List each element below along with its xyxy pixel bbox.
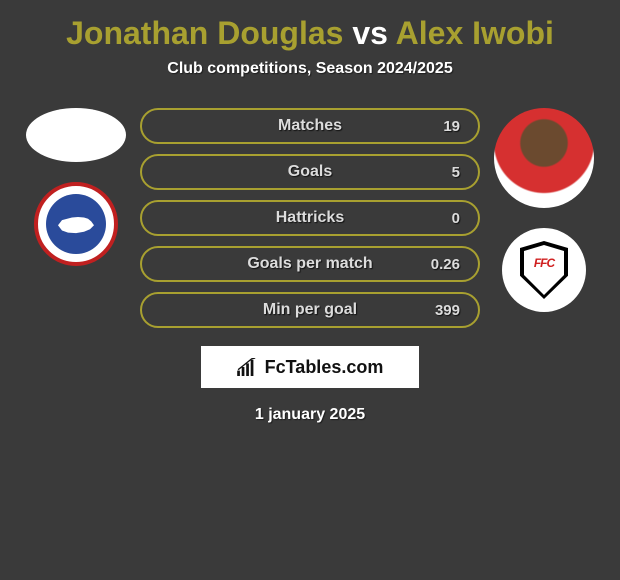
barchart-icon [237,358,259,376]
right-column [494,108,594,312]
stat-value-right: 5 [452,164,460,181]
title-vs: vs [352,15,388,51]
watermark-text: FcTables.com [265,357,384,378]
player2-club-crest [502,228,586,312]
comparison-card: Jonathan Douglas vs Alex Iwobi Club comp… [0,0,620,439]
stat-row-goals: Goals 5 [140,154,480,190]
player1-photo [26,108,126,162]
subtitle: Club competitions, Season 2024/2025 [10,60,610,78]
player1-club-crest [34,182,118,266]
stat-row-matches: Matches 19 [140,108,480,144]
stat-row-hattricks: Hattricks 0 [140,200,480,236]
stat-label: Goals per match [160,255,460,273]
page-title: Jonathan Douglas vs Alex Iwobi [10,15,610,52]
stat-label: Matches [160,117,460,135]
stat-row-min-per-goal: Min per goal 399 [140,292,480,328]
content-row: Matches 19 Goals 5 Hattricks 0 Goals per… [10,108,610,328]
fulham-shield-icon [520,241,568,299]
date-text: 1 january 2025 [10,406,610,424]
stat-value-right: 0 [452,210,460,227]
stat-label: Goals [160,163,460,181]
player2-photo [494,108,594,208]
watermark: FcTables.com [201,346,419,388]
stat-value-right: 0.26 [431,256,460,273]
stat-row-goals-per-match: Goals per match 0.26 [140,246,480,282]
title-player2: Alex Iwobi [396,15,554,51]
stat-value-right: 19 [443,118,460,135]
stat-label: Hattricks [160,209,460,227]
stats-list: Matches 19 Goals 5 Hattricks 0 Goals per… [140,108,480,328]
stat-label: Min per goal [160,301,460,319]
title-player1: Jonathan Douglas [66,15,343,51]
stat-value-right: 399 [435,302,460,319]
left-column [26,108,126,266]
